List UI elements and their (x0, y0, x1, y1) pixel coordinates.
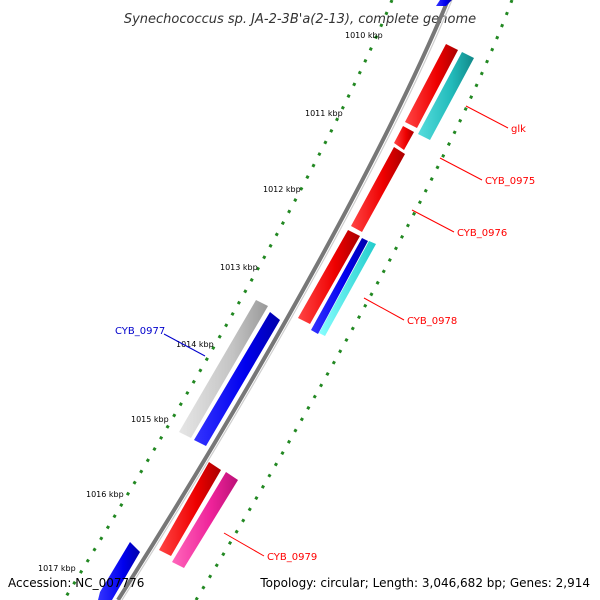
tick-label: 1013 kbp (220, 263, 258, 272)
gene-feature-forward (394, 126, 414, 150)
gene-feature-forward (405, 44, 458, 128)
gene-feature-rna (172, 472, 238, 568)
tick-label: 1014 kbp (176, 340, 214, 349)
gene-label[interactable]: CYB_0976 (457, 228, 507, 239)
genome-backbone-highlight (121, 0, 453, 600)
label-leader-line (411, 209, 455, 233)
gene-label[interactable]: CYB_0978 (407, 316, 457, 327)
label-leader-line (223, 532, 265, 557)
gene-label[interactable]: CYB_0975 (485, 176, 535, 187)
gene-label[interactable]: CYB_0977 (115, 326, 165, 337)
map-title: Synechococcus sp. JA-2-3B'a(2-13), compl… (124, 12, 476, 27)
tick-label: 1016 kbp (86, 490, 124, 499)
label-leader-line (465, 105, 509, 129)
gene-feature-reverse (98, 542, 140, 600)
inner-tick-ring (194, 0, 514, 600)
genome-summary-text: Topology: circular; Length: 3,046,682 bp… (260, 576, 590, 590)
tick-label: 1017 kbp (38, 564, 76, 573)
label-leader-line (439, 157, 483, 181)
tick-label: 1012 kbp (263, 185, 301, 194)
gene-feature-forward (159, 462, 221, 556)
gene-feature-reverse (194, 312, 280, 446)
gene-feature-orf (418, 52, 474, 140)
gene-feature-orf (319, 241, 376, 336)
label-leader-line (363, 297, 405, 321)
genome-backbone (116, 0, 450, 600)
gene-feature-forward (351, 147, 405, 232)
tick-label: 1011 kbp (305, 109, 343, 118)
tick-label: 1010 kbp (345, 31, 383, 40)
gene-feature-reverse (311, 238, 368, 334)
gene-feature-other (179, 300, 268, 438)
tick-label: 1015 kbp (131, 415, 169, 424)
label-leader-line (163, 333, 206, 357)
gene-feature-reverse (436, 0, 452, 6)
gene-label[interactable]: glk (511, 124, 526, 135)
gene-label[interactable]: CYB_0979 (267, 552, 317, 563)
accession-text: Accession: NC_007776 (8, 576, 145, 590)
gene-feature-forward (298, 230, 360, 324)
